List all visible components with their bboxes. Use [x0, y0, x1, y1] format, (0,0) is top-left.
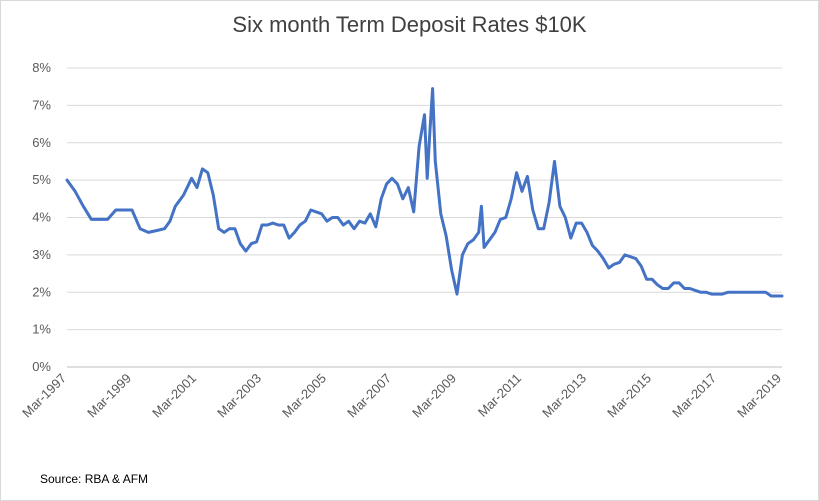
x-tick-label: Mar-2003 — [214, 371, 264, 421]
x-axis-ticks: Mar-1997 Mar-1999 Mar-2001 Mar-2003 Mar-2005… — [19, 371, 784, 421]
gridlines — [67, 67, 782, 368]
x-tick-label: Mar-2001 — [149, 371, 199, 421]
series-line — [65, 87, 784, 298]
y-tick-label: 2% — [32, 284, 51, 299]
y-tick-label: 3% — [32, 247, 51, 262]
x-tick-label: Mar-2015 — [604, 371, 654, 421]
source-note: Source: RBA & AFM — [40, 472, 149, 486]
y-tick-label: 4% — [32, 210, 51, 225]
y-tick-label: 6% — [32, 135, 51, 150]
x-tick-label: Mar-2005 — [279, 371, 329, 421]
x-tick-label: Mar-1997 — [19, 371, 69, 421]
y-tick-label: 7% — [32, 97, 51, 112]
chart-title: Six month Term Deposit Rates $10K — [232, 12, 587, 37]
y-tick-label: 1% — [32, 322, 51, 337]
y-tick-label: 5% — [32, 172, 51, 187]
x-tick-label: Mar-2017 — [669, 371, 719, 421]
y-tick-label: 8% — [32, 60, 51, 75]
y-tick-label: 0% — [32, 359, 51, 374]
x-tick-label: Mar-2019 — [734, 371, 784, 421]
x-tick-label: Mar-2013 — [539, 371, 589, 421]
y-axis-ticks: 0% 1% 2% 3% 4% 5% 6% 7% 8% — [32, 60, 51, 374]
x-tick-label: Mar-2011 — [475, 371, 524, 420]
series-group — [65, 87, 784, 298]
x-tick-label: Mar-2009 — [409, 371, 459, 421]
x-tick-label: Mar-2007 — [344, 371, 394, 421]
x-tick-label: Mar-1999 — [84, 371, 134, 421]
